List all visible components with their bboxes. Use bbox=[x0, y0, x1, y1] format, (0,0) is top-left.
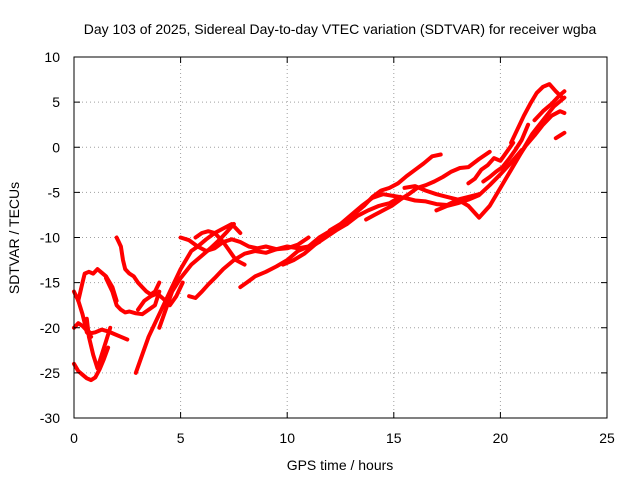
x-tick-label: 10 bbox=[279, 430, 295, 446]
y-tick-label: -10 bbox=[40, 230, 60, 246]
chart-title: Day 103 of 2025, Sidereal Day-to-day VTE… bbox=[84, 21, 597, 37]
series-line-arc-19 bbox=[402, 95, 567, 220]
y-tick-label: -20 bbox=[40, 320, 60, 336]
series-line-arc-12 bbox=[187, 240, 322, 300]
series-line-arc-9 bbox=[136, 280, 185, 312]
series-line-arc-7 bbox=[114, 235, 162, 297]
series-line-arc-25 bbox=[532, 89, 567, 123]
x-tick-label: 25 bbox=[599, 430, 615, 446]
y-tick-label: -30 bbox=[40, 410, 60, 426]
y-tick-label: 10 bbox=[44, 49, 60, 65]
y-tick-label: -15 bbox=[40, 275, 60, 291]
series-line-arc-23 bbox=[509, 82, 565, 145]
series-line-arc-13 bbox=[193, 229, 247, 267]
series-line-arc-24 bbox=[515, 109, 567, 161]
series-line-arc-8 bbox=[133, 222, 243, 375]
series-line-arc-15 bbox=[280, 194, 403, 267]
y-axis-label: SDTVAR / TECUs bbox=[6, 182, 22, 294]
series-line-arc-10 bbox=[157, 222, 236, 330]
y-tick-label: 0 bbox=[52, 139, 60, 155]
series-line-arc-3 bbox=[72, 321, 130, 342]
series-line-arc-22 bbox=[481, 122, 531, 184]
y-tick-label: -5 bbox=[48, 184, 61, 200]
y-tick-label: -25 bbox=[40, 365, 60, 381]
series-line-arc-2 bbox=[72, 345, 111, 383]
series-line-arc-18 bbox=[364, 149, 492, 222]
y-tick-label: 5 bbox=[52, 94, 60, 110]
x-tick-label: 0 bbox=[70, 430, 78, 446]
series-line-arc-20 bbox=[434, 148, 524, 213]
x-tick-label: 15 bbox=[386, 430, 402, 446]
series-line-arc-6 bbox=[104, 276, 162, 317]
series-line-arc-21 bbox=[466, 140, 516, 186]
series-line-arc-26 bbox=[553, 130, 567, 141]
axis-ticks: 0 5 10 15 20 25 10 5 0 -5 -10 -15 -20 -25 -30 bbox=[40, 49, 615, 446]
series-line-arc-17 bbox=[344, 152, 443, 226]
data-series bbox=[72, 82, 567, 383]
series-line-arc-5 bbox=[84, 316, 113, 371]
x-axis-label: GPS time / hours bbox=[287, 457, 394, 473]
x-tick-label: 5 bbox=[177, 430, 185, 446]
x-tick-label: 20 bbox=[493, 430, 509, 446]
